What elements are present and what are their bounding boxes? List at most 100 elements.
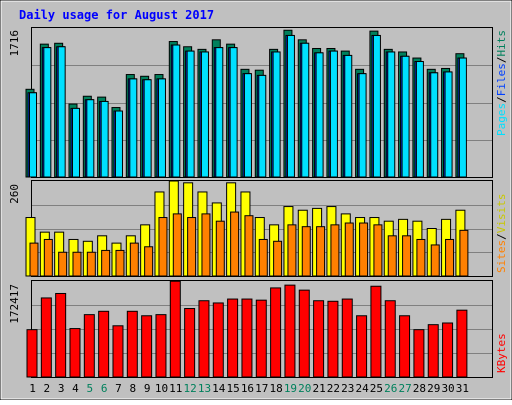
sites-bar [172, 213, 182, 277]
kbytes-bar [227, 298, 239, 378]
kbytes-bar [212, 302, 224, 378]
pages-bar [86, 99, 95, 178]
legend-mid: Sites/Visits [495, 194, 508, 274]
kbytes-bar [141, 315, 153, 378]
pages-bar [430, 72, 439, 178]
sites-bar [402, 235, 412, 277]
sites-bar [244, 215, 254, 277]
sites-bar [29, 242, 39, 277]
y-max-label-visits: 260 [8, 184, 21, 204]
sites-bar [129, 242, 139, 277]
panel-kbytes [31, 280, 493, 378]
pages-bar [243, 73, 252, 178]
sites-bar [215, 220, 225, 277]
day-label: 21 [312, 382, 325, 395]
pages-bar [215, 47, 224, 178]
kbytes-bar [184, 308, 196, 378]
kbytes-bar [456, 309, 468, 378]
sites-bar [158, 217, 168, 277]
pages-bar [43, 47, 52, 178]
kbytes-bar [26, 329, 38, 378]
kbytes-bar [327, 300, 339, 378]
pages-bar [172, 44, 181, 178]
day-label: 4 [72, 382, 79, 395]
pages-bar [372, 34, 381, 178]
sites-bar [230, 211, 240, 277]
sites-bar [115, 249, 125, 277]
pages-bar [387, 51, 396, 178]
pages-bar [415, 61, 424, 178]
day-label: 25 [370, 382, 383, 395]
pages-bar [114, 110, 123, 178]
pages-bar [143, 79, 152, 178]
kbytes-bar [69, 328, 81, 378]
day-label: 8 [129, 382, 136, 395]
kbytes-bar [40, 297, 52, 378]
kbytes-bar [384, 300, 396, 378]
pages-bar [458, 57, 467, 178]
day-label: 14 [212, 382, 226, 395]
hits-files-pages-bars [25, 29, 467, 178]
pages-bar [71, 107, 80, 178]
sites-bar [58, 251, 68, 277]
kbytes-bar [298, 289, 310, 378]
day-label: 3 [58, 382, 65, 395]
kbytes-bar [155, 314, 167, 378]
kbytes-bar [284, 284, 296, 378]
sites-bar [430, 244, 440, 277]
kbytes-bars [26, 280, 468, 378]
day-label: 26 [384, 382, 397, 395]
sites-bar [86, 251, 96, 277]
kbytes-bar [270, 287, 282, 378]
day-label: 24 [355, 382, 369, 395]
day-label: 2 [44, 382, 51, 395]
day-label: 20 [298, 382, 311, 395]
legend-hits: Hits [495, 30, 508, 57]
day-label: 23 [341, 382, 354, 395]
sites-bar [72, 251, 82, 277]
day-label: 30 [441, 382, 454, 395]
legend-kbytes: KBytes [495, 333, 508, 373]
sites-bar [416, 238, 426, 277]
legend-sites: Sites [495, 240, 508, 273]
kbytes-bar [427, 324, 439, 378]
kbytes-bar [112, 325, 124, 378]
kbytes-bar [55, 292, 67, 378]
day-label: 17 [255, 382, 268, 395]
x-axis-day-labels: 1 2 3 4 5 6 7 8 9 10 11 12 13 14 15 16 17 18 19 20 21 22 23 24 2… [29, 382, 469, 395]
day-label: 13 [198, 382, 211, 395]
pages-bar [186, 50, 195, 178]
pages-bar [57, 46, 66, 178]
day-label: 31 [456, 382, 469, 395]
visits-sites-bars [25, 180, 469, 277]
day-label: 29 [427, 382, 440, 395]
day-label: 5 [87, 382, 94, 395]
day-label: 22 [327, 382, 340, 395]
day-label: 15 [226, 382, 239, 395]
sites-bar [373, 224, 383, 277]
day-label: 19 [284, 382, 297, 395]
pages-bar [229, 47, 238, 178]
pages-bar [200, 51, 209, 178]
pages-bar [358, 73, 367, 178]
y-max-label-hits: 1716 [8, 30, 21, 57]
pages-bar [344, 54, 353, 178]
sites-bar [316, 226, 326, 277]
day-label: 28 [413, 382, 426, 395]
y-max-label-kbytes: 172417 [8, 284, 21, 324]
sites-bar [301, 226, 311, 277]
kbytes-bar [241, 298, 253, 378]
kbytes-bar [198, 300, 210, 378]
kbytes-bar [169, 280, 181, 378]
sites-bar [387, 235, 397, 277]
kbytes-bar [370, 285, 382, 378]
sites-bar [187, 217, 197, 277]
sites-bar [330, 224, 340, 277]
sites-bar [101, 249, 111, 277]
day-label: 18 [269, 382, 282, 395]
pages-bar [129, 78, 138, 178]
day-label: 12 [184, 382, 197, 395]
kbytes-bar [98, 310, 110, 378]
